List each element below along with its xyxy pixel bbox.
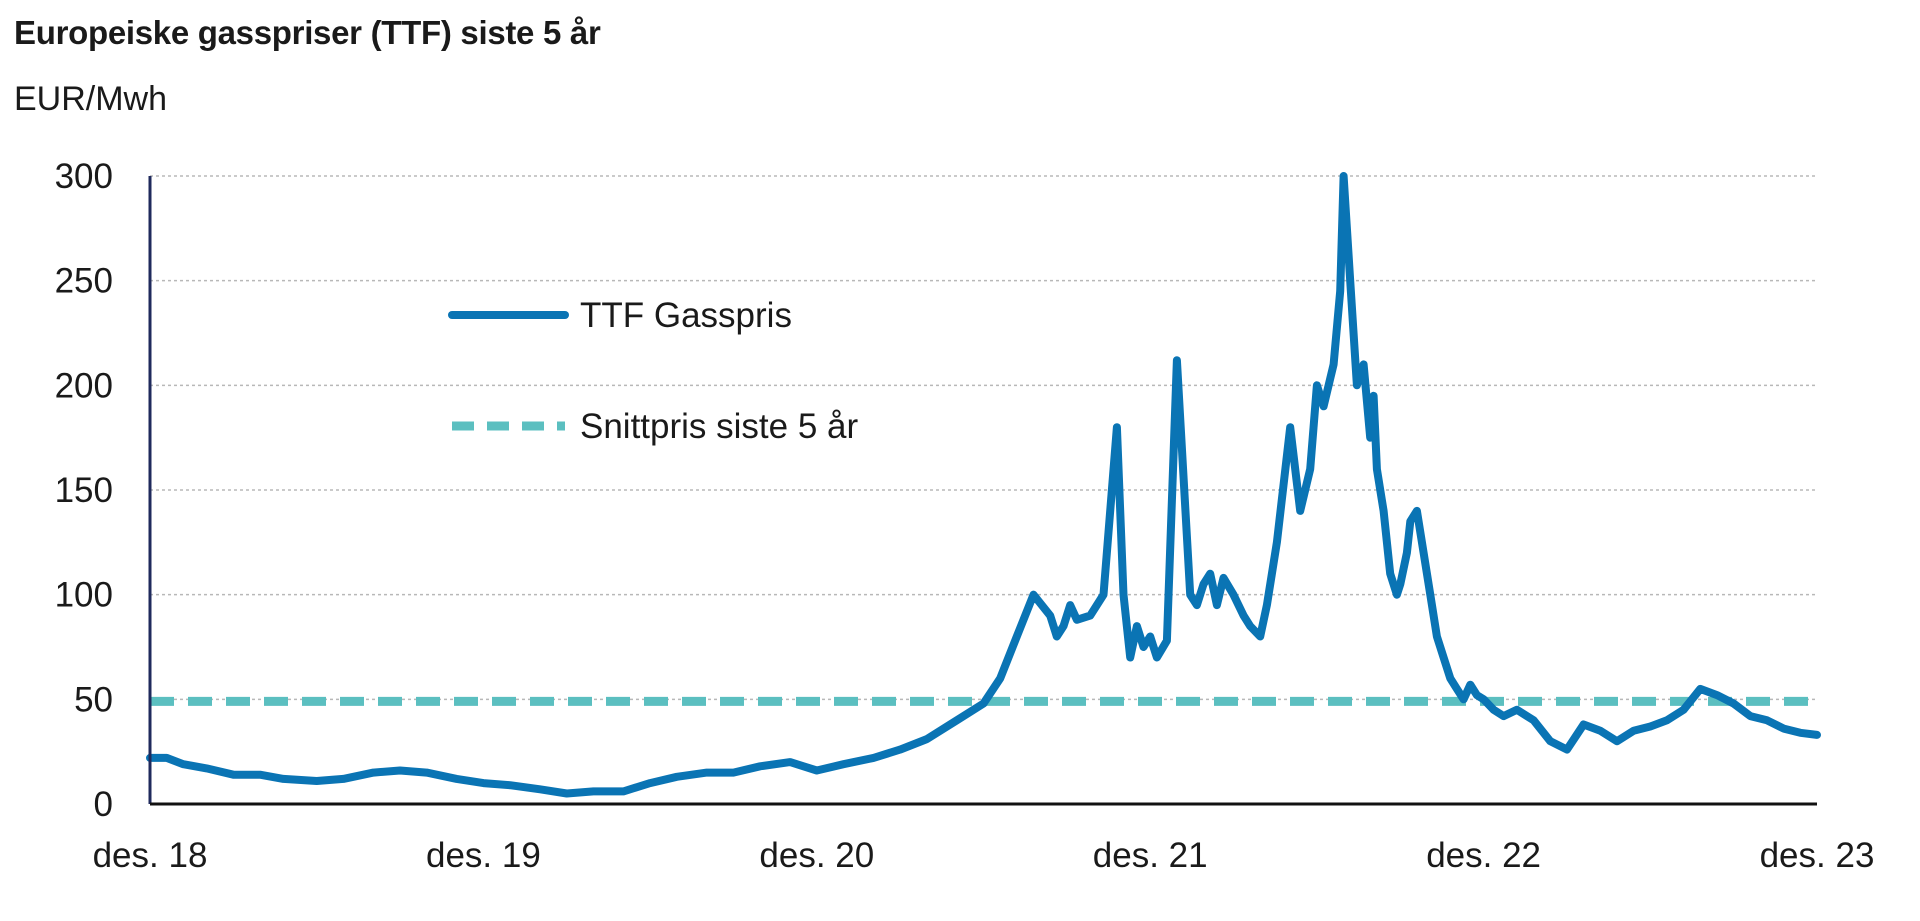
legend-label: TTF Gasspris: [580, 296, 792, 335]
axes: [148, 176, 1817, 806]
series-line-0: [146, 172, 1821, 798]
y-tick-label: 0: [94, 785, 113, 824]
x-tick-label: des. 18: [93, 836, 208, 875]
y-tick-label: 100: [55, 576, 113, 615]
y-tick-label: 50: [74, 680, 113, 719]
y-tick-label: 200: [55, 366, 113, 405]
chart-title: Europeiske gasspriser (TTF) siste 5 år: [14, 14, 601, 51]
x-tick-label: des. 19: [426, 836, 541, 875]
y-tick-label: 250: [55, 262, 113, 301]
x-tick-label: des. 22: [1426, 836, 1541, 875]
data-series: [146, 172, 1821, 798]
legend: TTF Gasspris Snittpris siste 5 år: [448, 296, 858, 446]
gridlines: [150, 175, 1817, 701]
x-tick-label: des. 23: [1760, 836, 1875, 875]
x-tick-labels: des. 18 des. 19 des. 20 des. 21 des. 22 des. …: [93, 836, 1875, 875]
y-tick-labels: 0 50 100 150 200 250 300: [55, 157, 113, 824]
x-tick-label: des. 21: [1093, 836, 1208, 875]
y-tick-label: 150: [55, 471, 113, 510]
legend-label: Snittpris siste 5 år: [580, 407, 858, 446]
x-tick-label: des. 20: [759, 836, 874, 875]
y-axis-unit-label: EUR/Mwh: [14, 80, 168, 118]
y-tick-label: 300: [55, 157, 113, 196]
